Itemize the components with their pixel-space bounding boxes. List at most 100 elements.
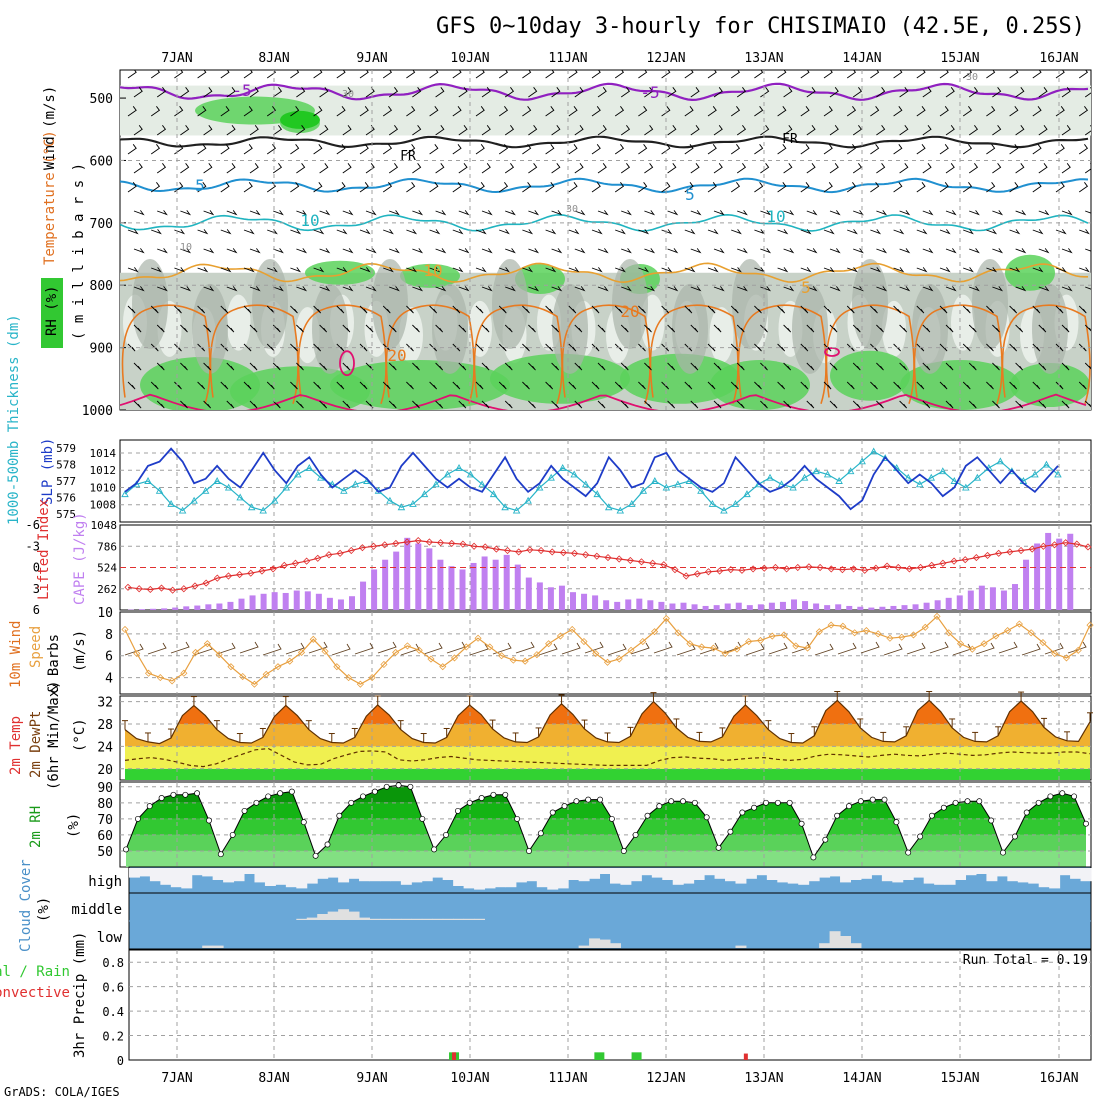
wind-speed-marker [709, 644, 717, 652]
wind-barb [783, 324, 792, 333]
wind-barb [1015, 210, 1027, 216]
cape-bar [802, 601, 809, 610]
wind-barb [170, 641, 190, 654]
wind-barb [1084, 362, 1091, 370]
lifted-index-marker [615, 555, 623, 563]
cloud-high-clear [1038, 868, 1050, 888]
wind-barb [180, 324, 188, 333]
thickness-marker [466, 470, 475, 478]
wind-barb [406, 70, 416, 79]
rh-dry-cell [312, 283, 348, 374]
rh-marker [834, 812, 841, 819]
wind-barb [963, 267, 974, 273]
bottom-date-label: 13JAN [744, 1071, 783, 1086]
wind-barb [929, 641, 949, 654]
wind-barb [737, 286, 748, 292]
wind-barb [667, 362, 676, 371]
wind-tick-label: 4 [105, 672, 113, 687]
wind-barb [736, 400, 745, 409]
wind-barb [273, 248, 284, 254]
contour-label: -5 [232, 81, 251, 100]
thickness-marker [869, 447, 878, 455]
lifted-index-marker [314, 554, 322, 562]
lifted-index-marker [1006, 548, 1014, 556]
wind-barb [127, 70, 137, 79]
wind-barb [522, 106, 532, 117]
cloud-middle-bar [338, 909, 350, 920]
wind-barb [1021, 643, 1041, 656]
wind-barb [475, 70, 485, 79]
wind-barb [968, 87, 979, 98]
wind-barb [475, 267, 487, 273]
rh-label: 2m RH [28, 806, 44, 848]
wind-barb [1009, 267, 1021, 273]
cape-bar [824, 605, 831, 610]
wind-speed-marker [568, 625, 576, 634]
wind-barb [365, 324, 374, 333]
wind-barb [986, 106, 996, 117]
wind-barb [359, 305, 368, 314]
wind-speed-marker [333, 663, 341, 671]
wind-barb [568, 305, 577, 314]
wind-barb [313, 267, 325, 273]
lifted-index-marker [358, 544, 366, 552]
wind-speed-marker [662, 614, 670, 623]
wind-barb [690, 248, 702, 254]
cape-bar [183, 606, 190, 610]
rh-dry-cell [1032, 283, 1068, 374]
lifted-index-marker [180, 585, 188, 593]
lifted-index-marker [961, 556, 969, 564]
cloud-high-clear [934, 868, 946, 885]
wind-barb [806, 286, 818, 292]
lifted-index-marker [224, 572, 233, 580]
wind-barb [574, 286, 586, 292]
thickness-marker [639, 486, 648, 494]
wind-barb [359, 381, 368, 390]
wind-barb [969, 210, 980, 216]
thickness-marker [800, 473, 809, 481]
cloud-middle-bar [306, 917, 318, 920]
lifted-index-marker [570, 549, 579, 557]
rh-moist-blob [330, 360, 510, 410]
wind-barb [620, 125, 631, 136]
cloud-high-clear [212, 868, 224, 880]
wind-barb [800, 144, 810, 155]
wind-barb [180, 87, 190, 98]
wind-speed-marker [686, 640, 694, 648]
wind-barb [1032, 70, 1042, 79]
wind-barb [127, 343, 136, 352]
cape-bar [713, 605, 720, 610]
wind-barb [847, 267, 858, 273]
cloud-high-clear [453, 868, 465, 886]
wind-barb [823, 70, 833, 79]
contour-label: 10 [180, 242, 192, 253]
rh-markers [123, 782, 1089, 861]
cape-label-cape: CAPE (J/kg) [72, 512, 88, 605]
rh-marker [454, 807, 461, 814]
cape-tick-label: 786 [97, 540, 117, 553]
wind-barb [621, 210, 632, 216]
wind-barb [180, 286, 192, 292]
wind-speed-marker [921, 623, 929, 631]
rh-marker [727, 828, 734, 835]
lifted-index-marker [704, 568, 713, 576]
thickness-marker [397, 503, 406, 511]
wind-barb [342, 87, 352, 98]
wind-barb [730, 144, 741, 155]
cape-label-lifted: Lifted Index [36, 499, 52, 600]
wind-barb [203, 400, 212, 409]
rh-gap-cell [226, 294, 251, 351]
cloud-high-clear [411, 868, 423, 883]
wind-barb [365, 286, 377, 292]
wind-barb [1015, 125, 1025, 136]
bottom-date-label: 7JAN [161, 1071, 192, 1086]
wind-barb [922, 248, 934, 254]
wind-barb [1032, 305, 1041, 314]
wind-speed-marker [450, 654, 459, 662]
cloud-middle-bar [400, 918, 412, 920]
cape-bar [735, 602, 742, 610]
wind-barb [475, 343, 484, 352]
wind-barb [1055, 106, 1065, 117]
wind-barb [591, 144, 601, 155]
wind-barb [713, 125, 723, 136]
